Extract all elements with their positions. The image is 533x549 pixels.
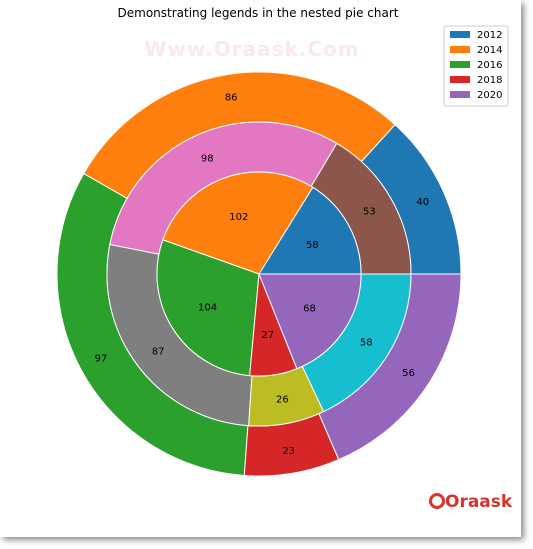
outer-ring-label-5: 56 [402,368,415,379]
inner-ring-label-3: 104 [198,302,217,313]
inner-ring-slice-5 [258,273,362,370]
legend-swatch-2014 [450,46,470,53]
logo-text: Oraask [445,492,513,512]
outer-ring-label-2: 86 [225,93,238,104]
chart-title: Demonstrating legends in the nested pie … [118,6,399,20]
legend-label-2014: 2014 [477,45,502,56]
middle-ring-label-1: 53 [363,207,376,218]
inner-ring-slice-1 [258,186,362,275]
outer-ring-label-4: 23 [282,446,295,457]
inner-ring-label-4: 27 [261,330,274,341]
pie-slice-labels: 40 86 97 23 56 53 98 87 26 58 58 102 104 27 68 [95,93,429,457]
middle-ring-label-2: 98 [201,154,214,165]
legend-swatch-2020 [450,91,470,98]
inner-ring-slice-3 [156,239,260,377]
legend-label-2012: 2012 [477,30,502,41]
legend-label-2018: 2018 [477,75,502,86]
middle-ring-label-3: 87 [152,347,165,358]
middle-ring-label-5: 58 [360,338,373,349]
inner-ring-label-5: 68 [303,304,316,315]
middle-ring-label-4: 26 [276,394,289,405]
inner-ring-slice-2 [162,171,314,275]
legend-swatch-2012 [450,31,470,38]
pie-slices [56,71,462,477]
outer-ring-label-1: 40 [416,197,429,208]
figure-frame: Demonstrating legends in the nested pie … [56,6,513,512]
legend-swatch-2018 [450,76,470,83]
logo-ring-icon [429,493,445,509]
inner-ring-label-2: 102 [229,212,248,223]
watermark-text: Www.Oraask.Com [144,37,359,61]
legend-label-2020: 2020 [477,90,502,101]
legend: 2012 2014 2016 2018 2020 [443,25,509,107]
legend-label-2016: 2016 [477,60,502,71]
inner-ring-label-1: 58 [306,240,319,251]
nested-pie-chart: Demonstrating legends in the nested pie … [56,6,513,512]
legend-swatch-2016 [450,61,470,68]
oraask-logo: Oraask [429,492,513,512]
outer-ring-label-3: 97 [95,354,108,365]
